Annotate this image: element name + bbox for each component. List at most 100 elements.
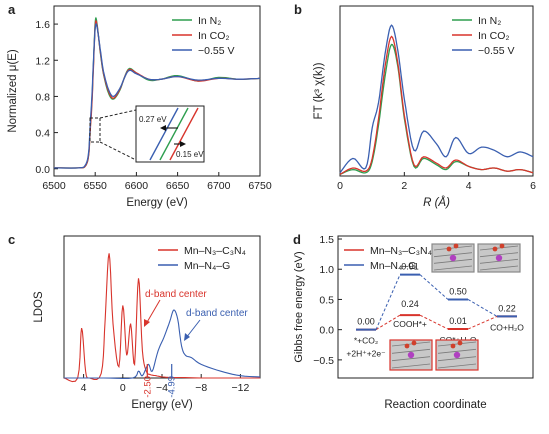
panel-c-xtick-label: 0 bbox=[120, 382, 126, 394]
panel-d-structure-blue-2-lattice bbox=[479, 265, 519, 271]
panel-b-xtick-label: 4 bbox=[466, 180, 472, 192]
panel-d-structure-red-2-lattice bbox=[437, 348, 477, 354]
panel-d-ytick-label: 1.5 bbox=[319, 234, 334, 246]
panel-b-legend-label-1: In CO₂ bbox=[478, 30, 510, 42]
panel-d-step-0b: +2H⁺+2e⁻ bbox=[346, 349, 386, 359]
panel-b-series-d8342c bbox=[339, 35, 534, 175]
panel-d-structure-blue-1-lattice bbox=[433, 258, 473, 264]
panel-b-xtick-label: 0 bbox=[337, 180, 343, 192]
panel-c-series-3a5fb0 bbox=[64, 309, 261, 380]
panel-d-label-red-0: 0.00 bbox=[357, 317, 375, 327]
panel-c-legend-label-1: Mn–N₄–G bbox=[184, 260, 230, 272]
panel-b-legend-label-2: −0.55 V bbox=[478, 45, 515, 57]
panel-d-structure-blue-2-lattice bbox=[479, 252, 519, 258]
panel-d-blue-connector-2 bbox=[467, 299, 498, 317]
panel-d-step-3: CO+H₂O bbox=[490, 322, 524, 332]
panel-d-structure-blue-1-lattice bbox=[433, 265, 473, 271]
panel-c-red-center-value: -2.50 bbox=[142, 376, 153, 398]
panel-d-structure-blue-1-lattice bbox=[433, 252, 473, 258]
panel-d-step-1a: COOH*+ bbox=[393, 319, 427, 329]
panel-d-structure-blue-2-oxygen-atom bbox=[499, 243, 505, 249]
panel-a-zoom-line bbox=[99, 141, 137, 161]
panel-a-zoom-box bbox=[89, 117, 101, 143]
panel-a-inset bbox=[135, 105, 205, 163]
panel-a-ytick-label: 0.4 bbox=[35, 128, 50, 140]
panel-a-arrowhead-right bbox=[180, 141, 186, 147]
panel-d-label-red-2: 0.01 bbox=[449, 316, 467, 326]
panel-a-xtick-label: 6550 bbox=[84, 180, 108, 192]
panel-d-blue-connector-1 bbox=[419, 274, 449, 300]
panel-d-legend-label-0: Mn–N₃–C₃N₄ bbox=[370, 245, 432, 257]
panel-c-blue-arrow bbox=[185, 319, 201, 339]
panel-a-inset-blue bbox=[149, 107, 179, 161]
panel-d-label-red-1: 0.24 bbox=[401, 299, 419, 309]
panel-d-ytick-label: 1.0 bbox=[319, 264, 334, 276]
panel-a-ytick-label: 1.2 bbox=[35, 55, 50, 67]
panel-d-legend-label-1: Mn–N₄–G bbox=[370, 260, 416, 272]
panel-a-ytick-label: 0.8 bbox=[35, 91, 50, 103]
panel-b-legend-label-0: In N₂ bbox=[478, 15, 501, 27]
panel-c-xtick-label: −4 bbox=[156, 382, 168, 394]
panel-d-structure-red-1-lattice bbox=[391, 348, 431, 354]
panel-d-frame bbox=[337, 235, 534, 379]
panel-d-ytick-label: 0.0 bbox=[319, 325, 334, 337]
panel-d-structure-red-2-metal-atom bbox=[453, 351, 461, 359]
panel-c-xlabel: Energy (eV) bbox=[131, 399, 193, 411]
panel-label-c: c bbox=[8, 232, 15, 247]
panel-c-blue-arrowhead bbox=[184, 333, 190, 341]
panel-d-structure-blue-1-oxygen-atom bbox=[453, 243, 459, 249]
panel-d-structure-blue-1-oxygen-atom bbox=[446, 246, 452, 252]
panel-b-xtick-label: 2 bbox=[401, 180, 407, 192]
panel-d-ytick-label: −0.5 bbox=[313, 355, 334, 367]
panel-c-xtick-label: −8 bbox=[195, 382, 207, 394]
panel-b-series-3a5fb0 bbox=[339, 24, 534, 174]
panel-a-legend-label-1: In CO₂ bbox=[198, 30, 230, 42]
panel-a-xtick-label: 6600 bbox=[125, 180, 149, 192]
panel-b-xtick-label: 6 bbox=[530, 180, 536, 192]
panel-c-red-arrowhead bbox=[144, 319, 150, 327]
panel-d-structure-blue-1-lattice bbox=[433, 245, 473, 251]
panel-a-xtick-label: 6700 bbox=[207, 180, 231, 192]
panel-c-xtick-label: −12 bbox=[231, 382, 249, 394]
panel-d-xlabel: Reaction coordinate bbox=[384, 399, 486, 411]
panel-a-zoom-line bbox=[99, 109, 137, 119]
panel-d-structure-red-1-oxygen-atom bbox=[411, 340, 417, 346]
panel-d-structure-red-2-oxygen-atom bbox=[450, 343, 456, 349]
panel-d-structure-red-1-lattice bbox=[391, 356, 431, 362]
panel-a-xlabel: Energy (eV) bbox=[126, 197, 188, 209]
panel-d-structure-red-2-lattice bbox=[437, 356, 477, 362]
panel-c-blue-center-value: -4.99 bbox=[167, 376, 178, 398]
panel-label-a: a bbox=[8, 2, 16, 17]
panel-c-red-center-label: d-band center bbox=[145, 289, 207, 300]
panel-a-ytick-label: 0.0 bbox=[35, 164, 50, 176]
panel-a-legend-label-2: −0.55 V bbox=[198, 45, 235, 57]
panel-label-d: d bbox=[293, 232, 301, 247]
panel-a-inset-label-1: 0.27 eV bbox=[139, 115, 167, 124]
panel-b-ylabel: FT (k³ χ(k)) bbox=[313, 62, 325, 119]
panel-d-structure-red-1-lattice bbox=[391, 341, 431, 347]
panel-c-ylabel: LDOS bbox=[33, 291, 45, 323]
panel-b-xlabel: R (Å) bbox=[423, 196, 450, 209]
panel-c-frame bbox=[63, 235, 261, 379]
panel-d-structure-blue-2-lattice bbox=[479, 245, 519, 251]
panel-d-ytick-label: 0.5 bbox=[319, 294, 334, 306]
panel-c-red-arrow bbox=[145, 299, 161, 325]
panel-d-structure-red-2-lattice bbox=[437, 341, 477, 347]
panel-a-inset-label-2: 0.15 eV bbox=[176, 150, 204, 159]
panel-d-structure-red-2-oxygen-atom bbox=[457, 340, 463, 346]
panel-a-xtick-label: 6650 bbox=[166, 180, 190, 192]
panel-a-ytick-label: 1.6 bbox=[35, 19, 50, 31]
panel-d-structure-blue-2-lattice bbox=[479, 258, 519, 264]
panel-d-label-red-3: 0.22 bbox=[498, 303, 516, 313]
panel-d-label-blue-1: 0.91 bbox=[401, 262, 419, 272]
panel-a-frame bbox=[53, 5, 261, 177]
panel-d-label-blue-2: 0.50 bbox=[449, 286, 467, 296]
panel-b-frame bbox=[339, 5, 534, 177]
panel-label-b: b bbox=[294, 2, 302, 17]
panel-d-structure-red-1-oxygen-atom bbox=[404, 343, 410, 349]
panel-c-legend-label-0: Mn–N₃–C₃N₄ bbox=[184, 245, 246, 257]
panel-a-xtick-label: 6500 bbox=[42, 180, 66, 192]
panel-d-red-connector-2 bbox=[467, 315, 498, 330]
panel-d-structure-red-2-lattice bbox=[437, 363, 477, 369]
